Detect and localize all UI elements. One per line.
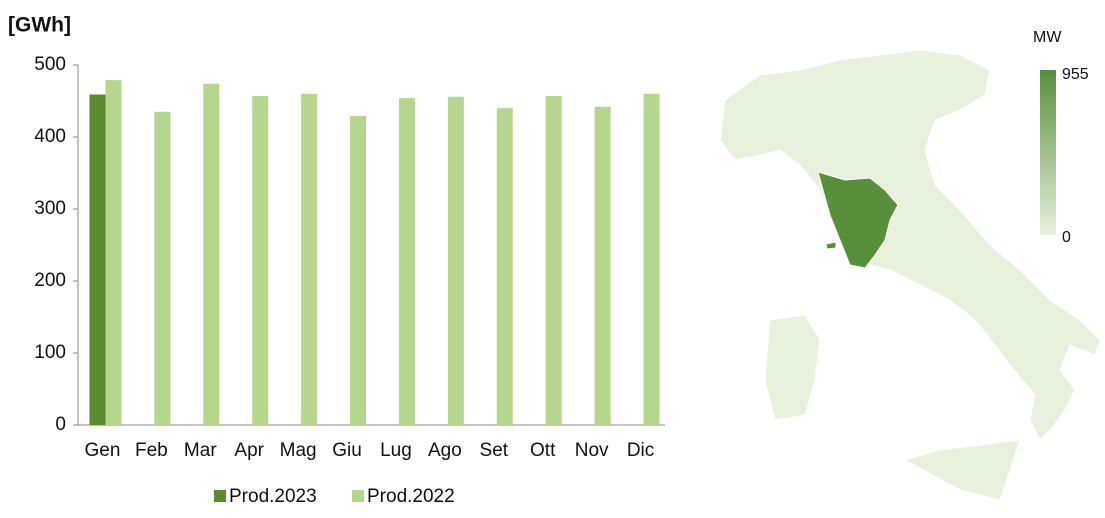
y-tick-label: 500 (34, 54, 66, 75)
bar (496, 108, 513, 425)
sicily (903, 439, 1021, 501)
color-scale-max: 955 (1062, 66, 1089, 83)
x-tick-label: Ott (530, 440, 556, 461)
bar (154, 111, 171, 426)
color-scale-min: 0 (1062, 229, 1071, 246)
bar (545, 95, 562, 426)
x-tick-label: Dic (627, 440, 654, 461)
bar (350, 116, 367, 426)
y-tick-label: 300 (34, 198, 66, 219)
bar (594, 106, 611, 425)
map (719, 49, 1101, 501)
tuscany (817, 171, 899, 269)
y-tick-label: 400 (34, 126, 66, 147)
bar (447, 96, 464, 426)
x-tick-label: Lug (380, 440, 412, 461)
y-tick-label: 100 (34, 342, 66, 363)
x-tick-label: Feb (135, 440, 168, 461)
legend-label: Prod.2022 (367, 486, 455, 507)
legend-swatch (352, 490, 364, 502)
x-tick-label: Gen (84, 440, 120, 461)
bar (89, 94, 106, 426)
legend-label: Prod.2023 (229, 486, 317, 507)
x-tick-label: Apr (234, 440, 264, 461)
bar (252, 95, 269, 426)
color-scale (1040, 70, 1056, 235)
x-tick-label: Set (480, 440, 509, 461)
y-tick-label: 0 (55, 414, 66, 435)
y-tick-label: 200 (34, 270, 66, 291)
bar (105, 80, 122, 426)
bar (643, 93, 660, 426)
x-tick-label: Ago (428, 440, 462, 461)
color-scale-title: MW (1033, 29, 1062, 46)
x-tick-label: Giu (332, 440, 362, 461)
bar (203, 83, 220, 425)
x-tick-label: Nov (575, 440, 609, 461)
legend-swatch (214, 490, 226, 502)
y-axis-label: [GWh] (8, 14, 71, 37)
x-tick-label: Mar (184, 440, 217, 461)
elba-island (825, 241, 837, 250)
bar (301, 93, 318, 426)
x-tick-label: Mag (280, 440, 317, 461)
sardinia (764, 314, 821, 421)
bar (398, 98, 415, 426)
